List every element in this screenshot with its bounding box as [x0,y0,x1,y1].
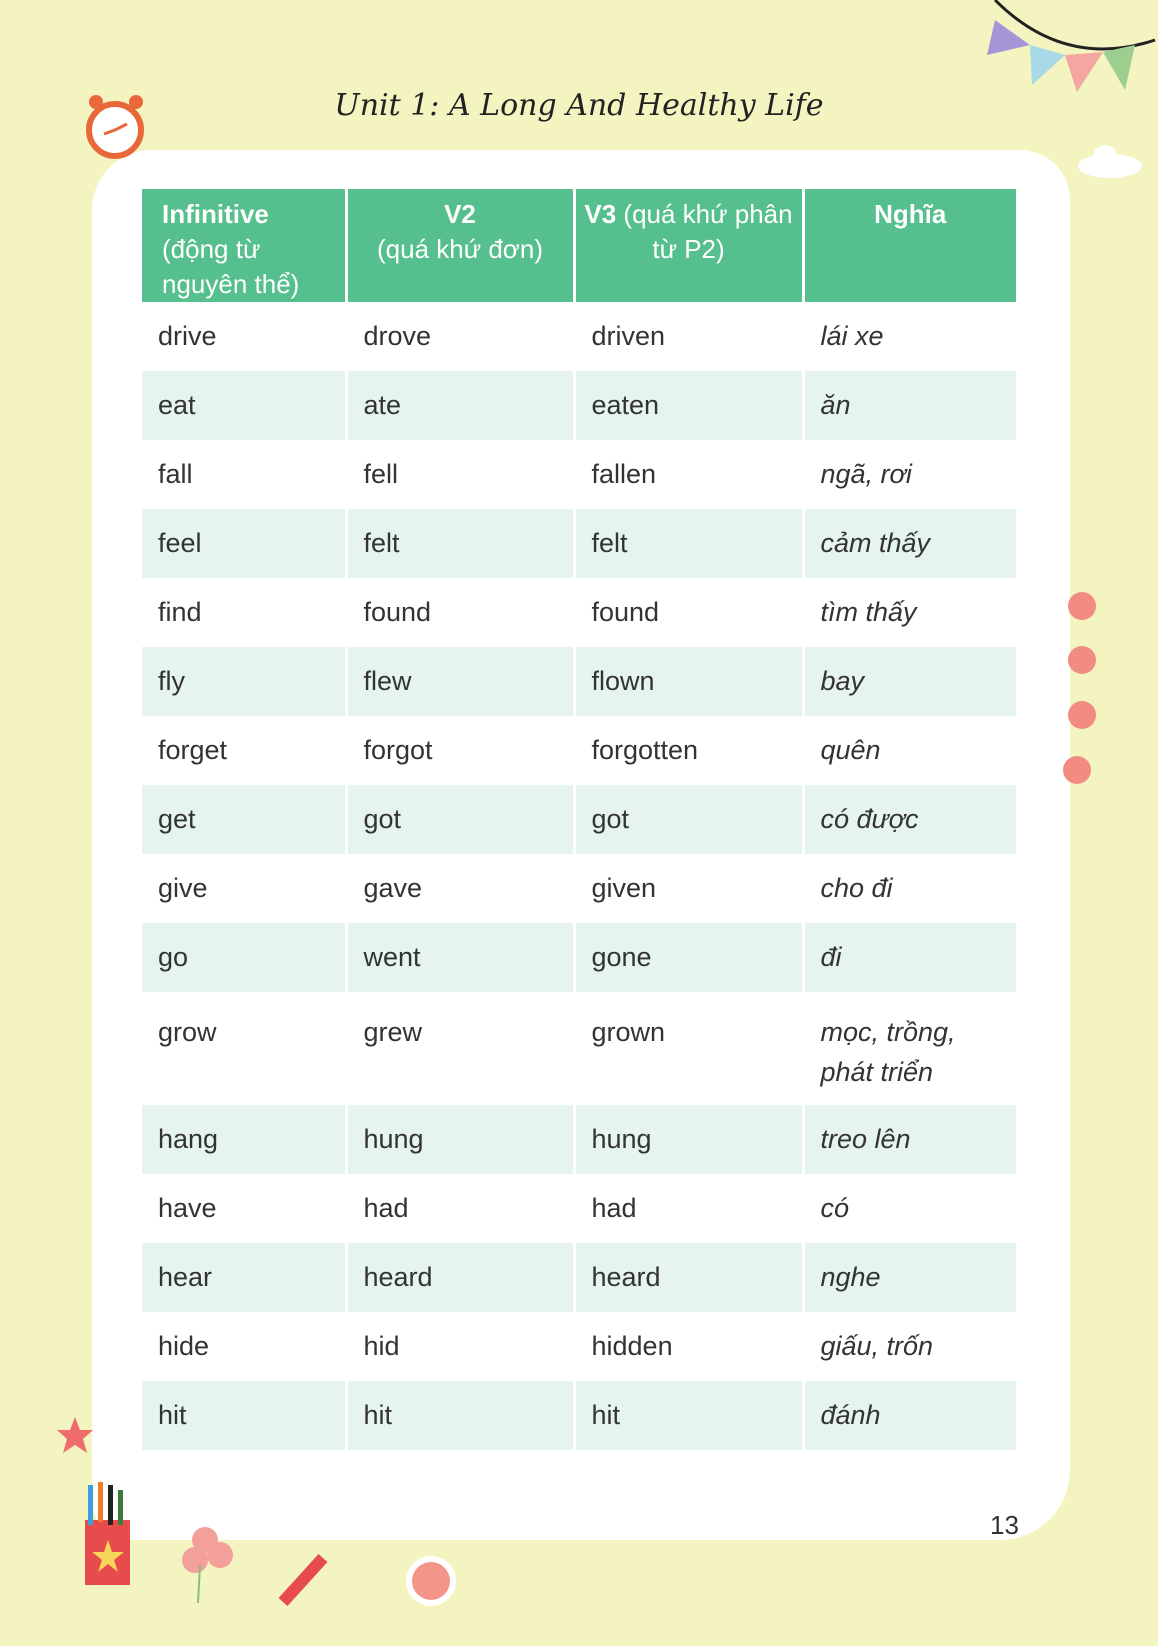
v3-cell: forgotten [574,716,805,785]
infinitive-cell: drive [142,302,348,371]
table-row: get got got có được [142,785,1016,854]
infinitive-cell: go [142,923,348,992]
sun-icon [406,1556,456,1606]
table-row: fall fell fallen ngã, rơi [142,440,1016,509]
meaning-cell: mọc, trồng, phát triển [820,1017,956,1087]
infinitive-cell: fly [142,647,348,716]
v3-cell: found [574,578,805,647]
v2-cell: forgot [346,716,576,785]
infinitive-cell: eat [142,371,348,440]
cloud-icon [1078,145,1142,178]
flowers-icon [1063,592,1096,784]
v3-cell: hung [574,1105,805,1174]
irregular-verbs-table: Infinitive (động từ nguyên thể) V2 (quá … [142,189,1016,1450]
v2-cell: had [346,1174,576,1243]
header-v2: V2 (quá khứ đơn) [346,189,576,302]
table-row: hit hit hit đánh [142,1381,1016,1450]
v2-cell: felt [346,509,576,578]
flower-icon [182,1527,233,1604]
v2-cell: got [346,785,576,854]
infinitive-cell: hit [142,1381,348,1450]
infinitive-cell: give [142,854,348,923]
header-meaning: Nghĩa [803,189,1016,302]
meaning-cell: lái xe [820,321,884,351]
v3-cell: fallen [574,440,805,509]
table-row: fly flew flown bay [142,647,1016,716]
infinitive-cell: feel [142,509,348,578]
table-row: feel felt felt cảm thấy [142,509,1016,578]
v3-cell: hidden [574,1312,805,1381]
v2-cell: grew [346,992,576,1105]
meaning-cell: có [820,1193,850,1223]
alarm-clock-icon [86,95,144,159]
pencil-icon [278,1553,328,1607]
meaning-cell: quên [820,735,881,765]
table-header-row: Infinitive (động từ nguyên thể) V2 (quá … [142,189,1016,302]
meaning-cell: bay [803,647,1016,716]
bunting-flags-icon [987,0,1156,92]
v2-cell: gave [346,854,576,923]
star-icon [57,1417,93,1453]
infinitive-cell: hide [142,1312,348,1381]
infinitive-cell: forget [142,716,348,785]
meaning-cell: nghe [803,1243,1016,1312]
table-row: give gave given cho đi [142,854,1016,923]
meaning-cell: treo lên [803,1105,1016,1174]
page-number: 13 [990,1510,1019,1540]
meaning-cell: đánh [803,1381,1016,1450]
infinitive-cell: get [142,785,348,854]
pencil-cup-icon [85,1482,130,1585]
meaning-cell: đi [803,923,1016,992]
table-row: have had had có [142,1174,1016,1243]
infinitive-cell: hear [142,1243,348,1312]
table-row: go went gone đi [142,923,1016,992]
v2-cell: fell [346,440,576,509]
infinitive-cell: hang [142,1105,348,1174]
v2-cell: flew [346,647,576,716]
v3-cell: given [574,854,805,923]
meaning-cell: có được [803,785,1016,854]
infinitive-cell: fall [142,440,348,509]
meaning-cell: giấu, trốn [820,1331,934,1361]
v3-cell: driven [574,302,805,371]
meaning-cell: cho đi [820,873,893,903]
v2-cell: heard [346,1243,576,1312]
v2-cell: found [346,578,576,647]
v3-cell: gone [574,923,805,992]
meaning-cell: ngã, rơi [820,459,912,489]
v3-cell: grown [574,992,805,1105]
table-row: drive drove driven lái xe [142,302,1016,371]
table-row: hear heard heard nghe [142,1243,1016,1312]
v3-cell: felt [574,509,805,578]
v3-cell: had [574,1174,805,1243]
infinitive-cell: find [142,578,348,647]
header-v3: V3 (quá khứ phân từ P2) [574,189,805,302]
v3-cell: got [574,785,805,854]
header-infinitive: Infinitive (động từ nguyên thể) [142,189,348,302]
table-row: grow grew grown mọc, trồng, phát triển [142,992,1016,1105]
table-row: hang hung hung treo lên [142,1105,1016,1174]
v2-cell: hit [346,1381,576,1450]
v3-cell: flown [574,647,805,716]
v3-cell: eaten [574,371,805,440]
v3-cell: hit [574,1381,805,1450]
table-row: find found found tìm thấy [142,578,1016,647]
v2-cell: ate [346,371,576,440]
infinitive-cell: grow [142,992,348,1105]
meaning-cell: cảm thấy [803,509,1016,578]
table-row: eat ate eaten ăn [142,371,1016,440]
meaning-cell: ăn [803,371,1016,440]
v2-cell: went [346,923,576,992]
v2-cell: hung [346,1105,576,1174]
infinitive-cell: have [142,1174,348,1243]
v3-cell: heard [574,1243,805,1312]
v2-cell: drove [346,302,576,371]
unit-title: Unit 1: A Long And Healthy Life [334,88,824,123]
meaning-cell: tìm thấy [820,597,917,627]
v2-cell: hid [346,1312,576,1381]
table-row: hide hid hidden giấu, trốn [142,1312,1016,1381]
table-row: forget forgot forgotten quên [142,716,1016,785]
